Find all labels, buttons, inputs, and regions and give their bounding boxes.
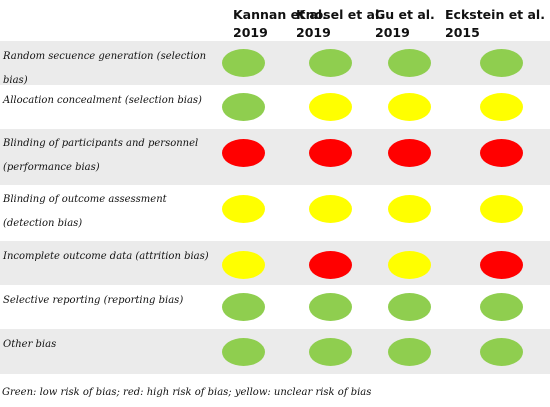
column-header-knosel: Knosel et al. 2019 [296,6,384,42]
rating-dot-red [388,139,431,167]
table-row-selective-reporting: Selective reporting (reporting bias) [0,285,550,329]
domain-label: Incomplete outcome data (attrition bias) [3,251,209,262]
study-year: 2019 [296,25,331,40]
study-name: Gu et al. [375,7,435,22]
rating-dot-red [480,251,523,279]
rating-dot-green [388,338,431,366]
rating-dot-yellow [309,93,352,121]
rating-dot-green [480,293,523,321]
domain-label: Blinding of outcome assessment (detectio… [3,194,167,229]
rating-dot-green [388,293,431,321]
column-header-eckstein: Eckstein et al. 2015 [445,6,545,42]
study-year: 2015 [445,25,480,40]
column-header-kannan: Kannan et al. 2019 [233,6,327,42]
study-year: 2019 [233,25,268,40]
rating-dot-green [480,49,523,77]
study-name: Eckstein et al. [445,7,545,22]
rating-dot-green [222,93,265,121]
domain-label: Other bias [3,339,57,350]
footnote: Green: low risk of bias; red: high risk … [2,387,372,398]
rating-dot-green [309,293,352,321]
rating-dot-yellow [480,93,523,121]
rating-dot-green [480,338,523,366]
table-row-other-bias: Other bias [0,329,550,374]
rating-dot-yellow [388,251,431,279]
rating-dot-green [309,338,352,366]
table-row-random-sequence: Random secuence generation (selection bi… [0,41,550,86]
rating-dot-red [222,139,265,167]
rating-dot-green [309,49,352,77]
rating-dot-yellow [222,195,265,223]
rating-dot-red [480,139,523,167]
table-row-incomplete-outcome: Incomplete outcome data (attrition bias) [0,241,550,285]
rating-dot-red [309,251,352,279]
rating-dot-yellow [222,251,265,279]
column-header-gu: Gu et al. 2019 [375,6,435,42]
table-row-blinding-outcome: Blinding of outcome assessment (detectio… [0,185,550,241]
table-row-allocation-concealment: Allocation concealment (selection bias) [0,85,550,129]
rating-dot-yellow [309,195,352,223]
rating-dot-yellow [388,195,431,223]
rating-dot-green [388,49,431,77]
rating-dot-green [222,338,265,366]
domain-label: Blinding of participants and personnel (… [3,138,199,173]
rating-dot-red [309,139,352,167]
rating-dot-yellow [388,93,431,121]
study-name: Kannan et al. [233,7,327,22]
domain-label: Random secuence generation (selection bi… [3,51,207,86]
study-name: Knosel et al. [296,7,385,22]
rating-dot-green [222,49,265,77]
rating-dot-green [222,293,265,321]
table-header: Kannan et al. 2019 Knosel et al. 2019 Gu… [0,6,550,42]
table-row-blinding-participants: Blinding of participants and personnel (… [0,129,550,185]
study-year: 2019 [375,25,410,40]
domain-label: Allocation concealment (selection bias) [3,95,202,106]
rating-dot-yellow [480,195,523,223]
domain-label: Selective reporting (reporting bias) [3,295,184,306]
